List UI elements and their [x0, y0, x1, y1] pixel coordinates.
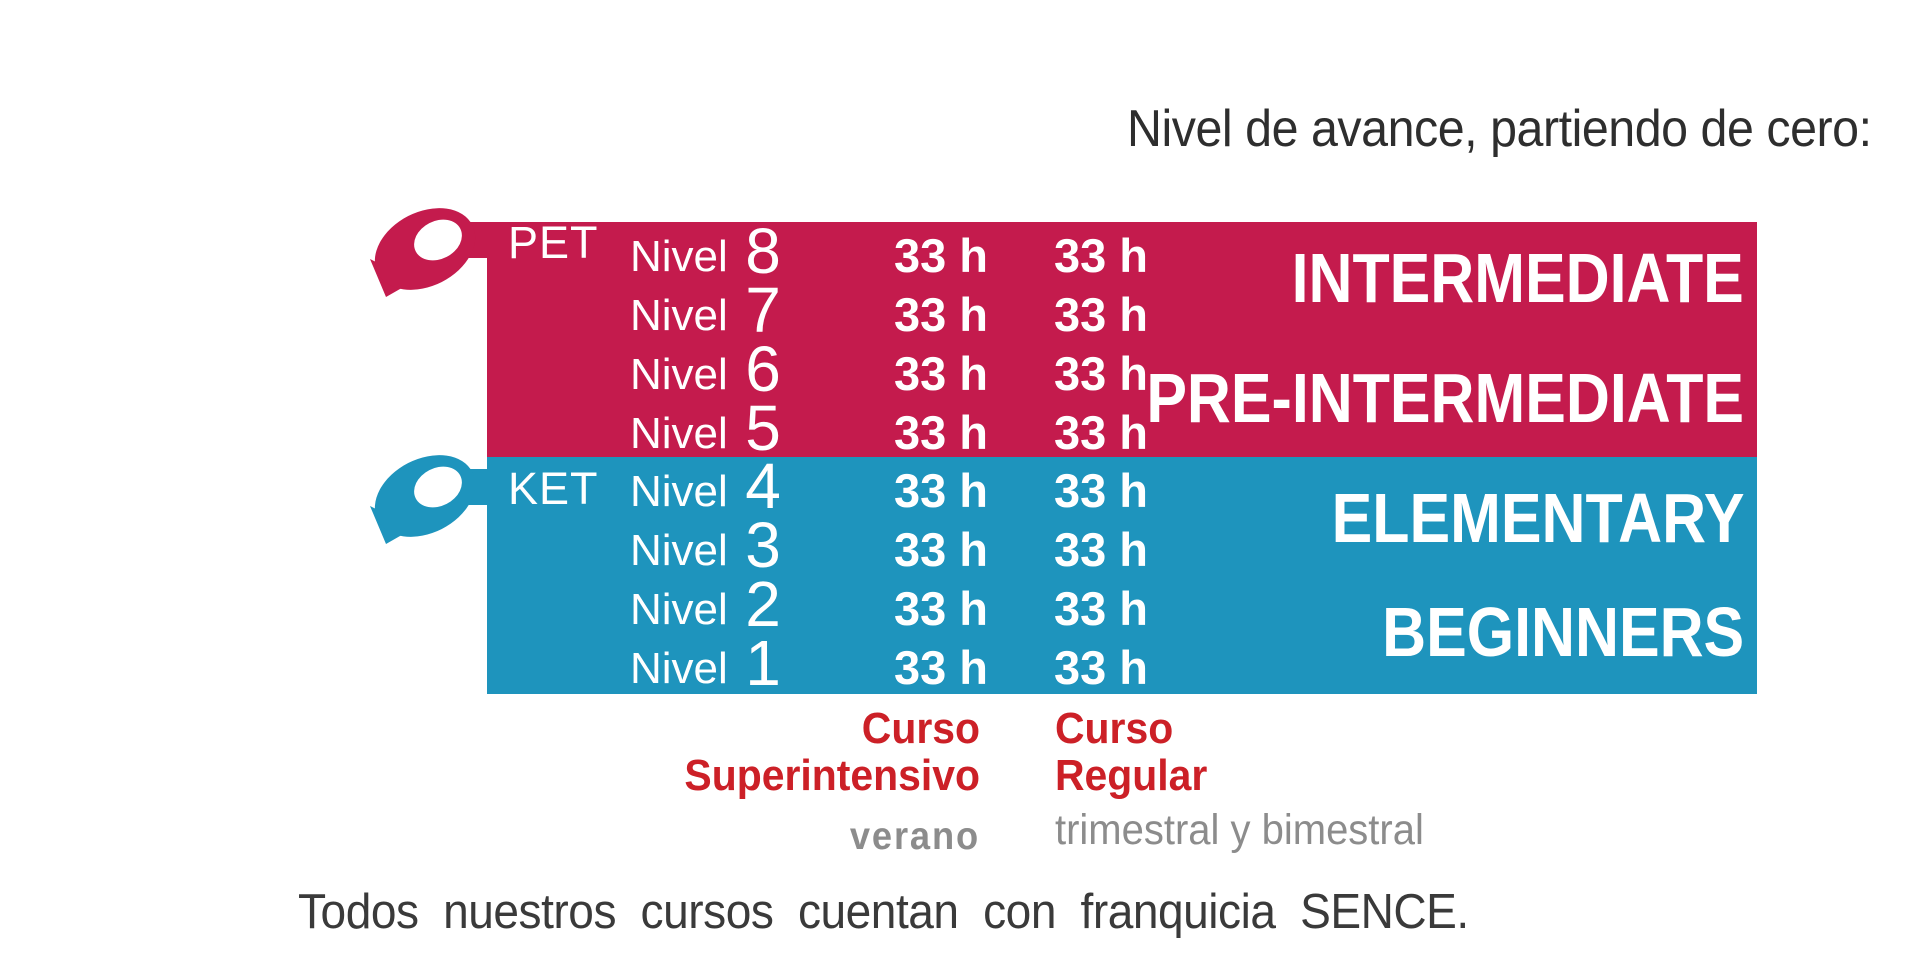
- superintensivo-hours: 33 h: [893, 582, 989, 635]
- page-title: Nivel de avance, partiendo de cero:: [1127, 100, 1872, 158]
- level-number: 7: [745, 274, 781, 346]
- course-word: Curso: [1055, 704, 1174, 753]
- superintensivo-hours: 33 h: [893, 641, 989, 694]
- superintensivo-hours: 33 h: [893, 288, 989, 341]
- superintensivo-hours: 33 h: [893, 464, 989, 517]
- superintensivo-hours: 33 h: [893, 523, 989, 576]
- ket-label: KET: [508, 463, 599, 514]
- level-row: Nivel 3 33 h 33 h: [487, 509, 1757, 581]
- regular-hours: 33 h: [1053, 523, 1149, 576]
- regular-hours: 33 h: [1053, 347, 1149, 400]
- regular-hours: 33 h: [1053, 464, 1149, 517]
- course-name: Regular: [1055, 751, 1208, 800]
- pet-level-block: Nivel 8 33 h 33 h Nivel 7 33 h 33 h Nive…: [487, 215, 1757, 464]
- level-name: Nivel: [630, 232, 728, 281]
- level-number: 5: [745, 392, 781, 464]
- level-number: 1: [745, 627, 781, 699]
- level-number: 4: [745, 450, 781, 522]
- pet-key-icon: [370, 208, 498, 297]
- stage-label-intermediate: INTERMEDIATE: [1291, 239, 1744, 317]
- stage-label-pre-intermediate: PRE-INTERMEDIATE: [1146, 359, 1744, 437]
- level-name: Nivel: [630, 350, 728, 399]
- course-word: Curso: [861, 704, 980, 753]
- level-row: Nivel 1 33 h 33 h: [487, 627, 1757, 699]
- level-number: 3: [745, 509, 781, 581]
- regular-hours: 33 h: [1053, 582, 1149, 635]
- level-name: Nivel: [630, 644, 728, 693]
- regular-hours: 33 h: [1053, 288, 1149, 341]
- level-number: 2: [745, 568, 781, 640]
- level-row: Nivel 4 33 h 33 h: [487, 450, 1757, 522]
- regular-hours: 33 h: [1053, 406, 1149, 459]
- level-name: Nivel: [630, 291, 728, 340]
- stage-label-beginners: BEGINNERS: [1381, 593, 1744, 671]
- level-number: 6: [745, 333, 781, 405]
- level-row: Nivel 2 33 h 33 h: [487, 568, 1757, 640]
- ket-key-icon: [370, 455, 498, 544]
- superintensivo-hours: 33 h: [893, 406, 989, 459]
- regular-hours: 33 h: [1053, 229, 1149, 282]
- level-name: Nivel: [630, 467, 728, 516]
- course-name: Superintensivo: [684, 751, 980, 800]
- level-name: Nivel: [630, 526, 728, 575]
- level-name: Nivel: [630, 585, 728, 634]
- level-row: Nivel 8 33 h 33 h: [487, 215, 1757, 287]
- course-note: trimestral y bimestral: [1055, 806, 1424, 854]
- level-row: Nivel 7 33 h 33 h: [487, 274, 1757, 346]
- sence-footnote: Todos nuestros cursos cuentan con franqu…: [298, 885, 1469, 939]
- ket-level-block: Nivel 4 33 h 33 h Nivel 3 33 h 33 h Nive…: [487, 450, 1757, 699]
- level-number: 8: [745, 215, 781, 287]
- course-note: verano: [849, 815, 980, 858]
- superintensivo-hours: 33 h: [893, 229, 989, 282]
- pet-label: PET: [508, 217, 599, 268]
- course-column-superintensivo: Curso Superintensivo verano: [664, 705, 980, 860]
- level-row: Nivel 6 33 h 33 h: [487, 333, 1757, 405]
- superintensivo-hours: 33 h: [893, 347, 989, 400]
- level-name: Nivel: [630, 409, 728, 458]
- stage-label-elementary: ELEMENTARY: [1331, 479, 1744, 557]
- course-column-regular: Curso Regular trimestral y bimestral: [1055, 705, 1539, 854]
- regular-hours: 33 h: [1053, 641, 1149, 694]
- level-row: Nivel 5 33 h 33 h: [487, 392, 1757, 464]
